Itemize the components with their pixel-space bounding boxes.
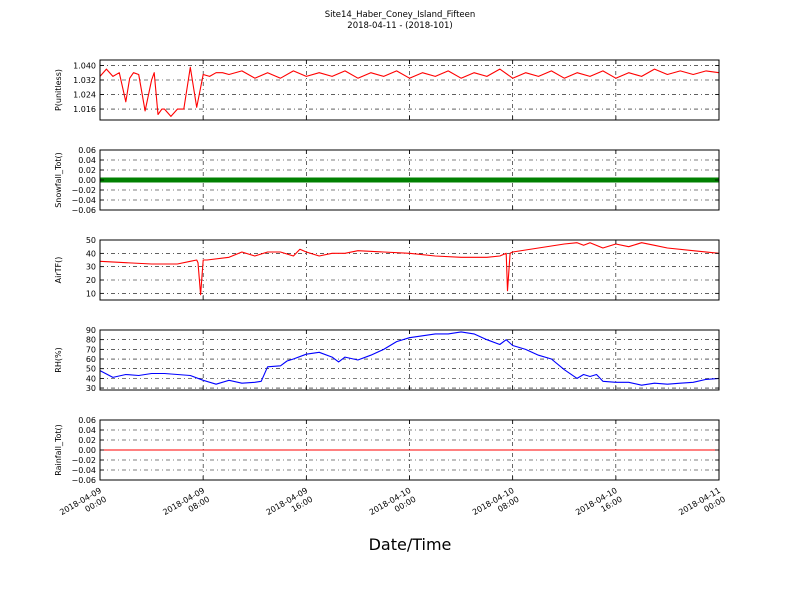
y-tick-label: 90 bbox=[86, 326, 96, 335]
y-tick-label: 0.06 bbox=[78, 416, 96, 425]
chart-title-block: Site14_Haber_Coney_Island_Fifteen 2018-0… bbox=[0, 10, 800, 32]
y-tick-label: −0.04 bbox=[71, 196, 96, 205]
y-tick-label: 80 bbox=[86, 336, 96, 345]
y-tick-label: 0.06 bbox=[78, 146, 96, 155]
y-tick-label: 1.016 bbox=[73, 105, 96, 114]
x-axis-label: Date/Time bbox=[369, 535, 452, 554]
y-tick-label: 40 bbox=[86, 374, 96, 383]
y-tick-label: 0.02 bbox=[78, 166, 96, 175]
y-tick-label: 0.02 bbox=[78, 436, 96, 445]
y-axis-label: AirTF() bbox=[54, 257, 63, 284]
x-tick-label: 2018-04-1008:00 bbox=[471, 486, 521, 526]
y-axis-label: Snowfall_Tot() bbox=[54, 152, 63, 208]
y-tick-label: 1.024 bbox=[73, 91, 96, 100]
y-tick-label: 30 bbox=[86, 384, 96, 393]
y-tick-label: 0.00 bbox=[78, 176, 96, 185]
y-tick-label: 0.00 bbox=[78, 446, 96, 455]
chart-title: Site14_Haber_Coney_Island_Fifteen bbox=[324, 10, 476, 20]
y-tick-label: 0.04 bbox=[78, 426, 96, 435]
x-tick-label: 2018-04-0916:00 bbox=[265, 486, 315, 526]
y-axis-label: Rainfall_Tot() bbox=[54, 424, 63, 476]
y-tick-label: 60 bbox=[86, 355, 96, 364]
y-tick-label: −0.02 bbox=[71, 186, 96, 195]
x-tick-label: 2018-04-1100:00 bbox=[677, 486, 727, 526]
y-tick-label: 1.032 bbox=[73, 76, 96, 85]
y-tick-label: 40 bbox=[86, 249, 96, 258]
y-tick-label: 20 bbox=[86, 276, 96, 285]
y-tick-label: 70 bbox=[86, 345, 96, 354]
data-series-line bbox=[99, 242, 720, 296]
data-series-line bbox=[99, 331, 720, 386]
y-tick-label: −0.06 bbox=[71, 476, 96, 485]
y-tick-label: 50 bbox=[86, 236, 96, 245]
y-tick-label: 30 bbox=[86, 263, 96, 272]
chart-subtitle: 2018-04-11 - (2018-101) bbox=[347, 21, 453, 31]
y-tick-label: 0.04 bbox=[78, 156, 96, 165]
y-axis-label: RH(%) bbox=[54, 347, 63, 372]
y-tick-label: −0.04 bbox=[71, 466, 96, 475]
x-tick-label: 2018-04-1016:00 bbox=[574, 486, 624, 526]
x-tick-label: 2018-04-1000:00 bbox=[368, 486, 418, 526]
x-tick-label: 2018-04-0908:00 bbox=[161, 486, 211, 526]
y-tick-label: 50 bbox=[86, 365, 96, 374]
data-series-line bbox=[99, 66, 720, 117]
y-tick-label: 1.040 bbox=[73, 61, 96, 70]
y-tick-label: −0.06 bbox=[71, 206, 96, 215]
y-tick-label: 10 bbox=[86, 289, 96, 298]
x-tick-label: 2018-04-0900:00 bbox=[58, 486, 108, 526]
y-axis-label: P(unitless) bbox=[54, 69, 63, 111]
y-tick-label: −0.02 bbox=[71, 456, 96, 465]
